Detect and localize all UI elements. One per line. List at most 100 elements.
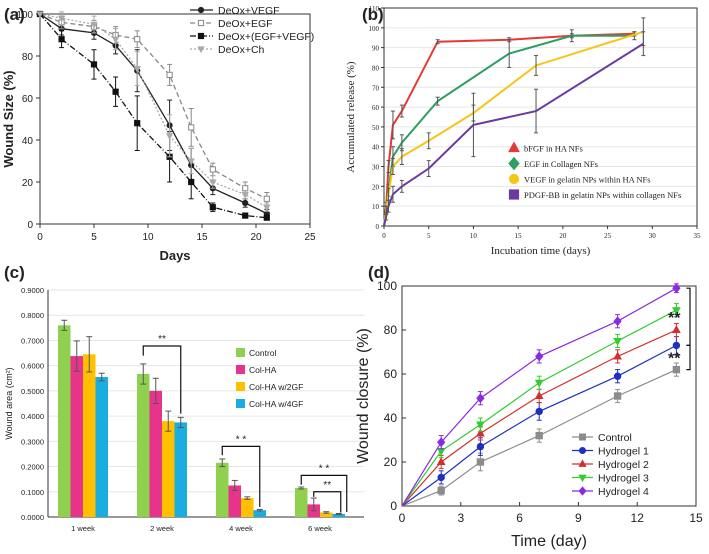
b-x-tick-label: 0 <box>382 232 386 240</box>
d-series-line <box>401 369 677 507</box>
d-legend-marker <box>578 474 587 483</box>
b-legend-marker <box>508 189 520 200</box>
d-x-tick-label: 3 <box>457 511 464 525</box>
c-bar <box>58 325 71 517</box>
d-data-point <box>534 379 544 388</box>
panel-label-b: (b) <box>362 5 384 24</box>
c-legend-swatch <box>236 382 245 391</box>
c-significance-label: * * <box>236 434 247 445</box>
d-data-point <box>672 283 681 294</box>
a-series-line <box>39 13 268 215</box>
d-data-point <box>437 486 445 495</box>
b-x-tick-label: 10 <box>470 232 478 240</box>
a-legend-label: DeOx+VEGF <box>218 5 280 17</box>
d-series-line <box>401 344 677 507</box>
c-significance-label: ** <box>158 334 166 345</box>
a-data-point <box>134 36 141 43</box>
a-data-point <box>209 179 217 187</box>
d-y-tick-label: 0 <box>390 499 397 513</box>
c-bar <box>241 498 254 517</box>
d-significance-label: ** <box>668 310 681 327</box>
d-data-point <box>437 473 445 482</box>
d-data-point <box>476 428 485 437</box>
b-y-tick-label: 30 <box>372 164 380 172</box>
a-x-tick-label: 15 <box>196 232 208 243</box>
b-y-tick-label: 100 <box>369 25 380 33</box>
d-y-tick-label: 100 <box>377 279 397 293</box>
d-data-point <box>613 351 622 360</box>
b-y-tick-label: 110 <box>369 5 380 13</box>
c-bar <box>149 390 162 517</box>
c-legend-label: Col-HA w/4GF <box>249 399 303 409</box>
c-significance-label: ** <box>323 480 331 491</box>
c-y-tick-label: 0.0000 <box>21 513 44 522</box>
d-data-point <box>613 316 622 327</box>
b-x-tick-label: 30 <box>649 232 657 240</box>
c-bar <box>174 422 187 517</box>
b-legend-marker <box>508 156 520 171</box>
c-bar <box>83 354 96 517</box>
d-data-point <box>672 341 681 350</box>
a-legend-label: DeOx+Ch <box>218 44 265 56</box>
c-y-tick-label: 0.3000 <box>21 437 44 446</box>
d-x-tick-label: 12 <box>631 511 645 525</box>
b-y-tick-label: 60 <box>372 104 380 112</box>
a-data-point <box>188 178 195 186</box>
c-y-tick-label: 0.6000 <box>21 362 44 371</box>
c-y-tick-label: 0.8000 <box>21 311 44 320</box>
d-series-line <box>401 309 677 507</box>
d-legend-label: Hydrogel 4 <box>598 486 649 498</box>
d-data-point <box>613 392 622 400</box>
d-x-tick-label: 6 <box>516 511 523 525</box>
a-data-point <box>36 11 44 19</box>
c-y-tick-label: 0.4000 <box>21 412 44 421</box>
c-legend-swatch <box>236 399 245 408</box>
b-legend-label: PDGF-BB in gelatin NPs within collagen N… <box>524 190 681 200</box>
c-bar <box>295 487 308 517</box>
b-legend-marker <box>508 141 520 153</box>
d-y-axis-label: Wound closure (%) <box>355 328 372 464</box>
d-plot-frame <box>401 285 697 507</box>
d-significance-bracket <box>686 287 691 346</box>
d-legend-marker <box>578 459 587 467</box>
c-bar <box>216 462 229 517</box>
b-legend-label: bFGF in HA NFs <box>524 144 583 154</box>
b-x-tick-label: 20 <box>559 232 567 240</box>
a-data-point <box>166 71 173 79</box>
a-y-tick-label: 40 <box>22 136 34 147</box>
a-data-point <box>90 61 98 68</box>
b-y-tick-label: 10 <box>372 203 380 211</box>
d-legend-label: Hydrogel 3 <box>598 473 649 485</box>
c-legend-swatch <box>236 348 245 357</box>
c-significance-bracket <box>300 474 348 512</box>
d-legend-label: Hydrogel 2 <box>598 459 649 471</box>
d-y-tick-label: 40 <box>384 411 398 425</box>
a-x-axis-label: Days <box>159 248 190 263</box>
a-x-tick-label: 0 <box>37 232 43 243</box>
d-legend-marker <box>579 447 586 454</box>
c-significance-bracket <box>313 491 342 513</box>
a-data-point <box>263 214 270 221</box>
a-x-tick-label: 20 <box>250 232 262 243</box>
a-data-point <box>242 199 249 207</box>
c-category-label: 6 week <box>308 524 332 533</box>
a-data-point <box>111 36 120 44</box>
d-data-point <box>476 442 485 451</box>
d-legend-label: Control <box>598 432 632 444</box>
a-data-point <box>90 21 98 29</box>
a-data-point <box>209 204 216 211</box>
d-x-tick-label: 15 <box>689 511 703 525</box>
a-y-tick-label: 20 <box>22 178 34 189</box>
d-legend-marker <box>578 486 587 496</box>
a-y-tick-label: 0 <box>27 220 33 231</box>
c-legend-label: Col-HA <box>249 365 277 375</box>
b-y-tick-label: 80 <box>372 64 380 72</box>
b-y-tick-label: 90 <box>372 45 380 53</box>
a-plot-frame <box>39 13 311 225</box>
a-data-point <box>165 133 174 140</box>
a-y-tick-label: 60 <box>22 94 34 105</box>
d-data-point <box>476 458 485 466</box>
a-legend-marker <box>197 32 205 40</box>
b-legend-label: EGF in Collagen NFs <box>524 159 598 169</box>
b-x-tick-label: 5 <box>427 232 431 240</box>
